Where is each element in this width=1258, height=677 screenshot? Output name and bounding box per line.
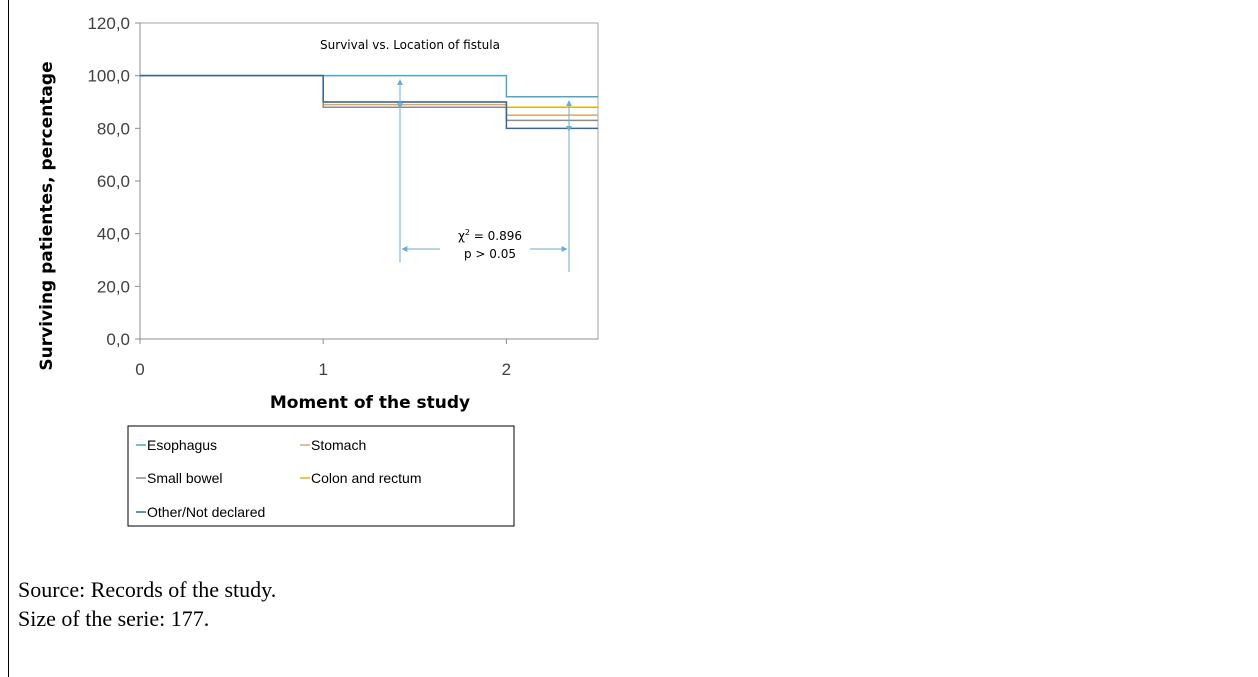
x-axis-ticks: 0 1 2 xyxy=(135,339,511,379)
legend-label: Small bowel xyxy=(147,470,222,486)
left-border xyxy=(8,0,9,677)
y-axis-title: Surviving patientes, percentage xyxy=(37,61,57,370)
y-tick-label: 80,0 xyxy=(97,119,130,138)
x-tick-label: 0 xyxy=(135,360,144,379)
y-tick-label: 60,0 xyxy=(97,172,130,191)
legend: Esophagus Stomach Small bowel Colon and rec… xyxy=(127,425,515,527)
series-line xyxy=(140,74,598,116)
legend-box xyxy=(127,425,515,527)
x-axis-title: Moment of the study xyxy=(270,393,470,413)
x-tick-label: 2 xyxy=(502,360,511,379)
series-line xyxy=(140,74,598,122)
plot-area xyxy=(139,22,599,340)
series-line xyxy=(140,74,598,130)
y-tick-label: 0,0 xyxy=(106,330,130,349)
y-tick-label: 120,0 xyxy=(87,14,130,33)
legend-label: Esophagus xyxy=(147,437,217,453)
plot-border xyxy=(139,22,599,340)
source-notes: Source: Records of the study. Size of th… xyxy=(18,575,276,633)
p-value-text: p > 0.05 xyxy=(464,247,516,261)
chart-title: Survival vs. Location of fistula xyxy=(320,38,500,52)
y-tick-label: 100,0 xyxy=(87,67,130,86)
survival-chart: 0,0 20,0 40,0 60,0 80,0 100,0 120,0 0 1 2 χ2 = 0… xyxy=(37,14,599,527)
source-text: Source: Records of the study. xyxy=(18,577,277,602)
legend-label: Colon and rectum xyxy=(311,470,422,486)
y-tick-label: 40,0 xyxy=(97,225,130,244)
y-tick-label: 20,0 xyxy=(97,277,130,296)
legend-label: Other/Not declared xyxy=(147,504,265,520)
x-tick-label: 1 xyxy=(318,360,327,379)
series-line xyxy=(140,74,598,98)
chi-square-text: χ2 = 0.896 xyxy=(458,228,522,243)
y-axis-ticks: 0,0 20,0 40,0 60,0 80,0 100,0 120,0 xyxy=(87,14,140,349)
chi-square-annotation: χ2 = 0.896 p > 0.05 xyxy=(397,79,572,272)
series-lines xyxy=(140,74,598,130)
series-size-text: Size of the serie: 177. xyxy=(18,606,210,631)
legend-label: Stomach xyxy=(311,437,366,453)
